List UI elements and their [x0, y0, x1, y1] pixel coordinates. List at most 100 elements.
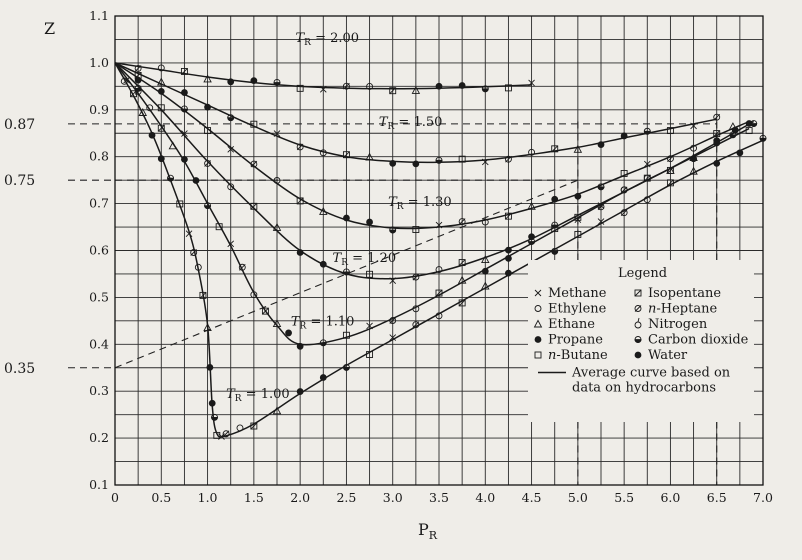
data-point: [342, 82, 350, 90]
legend-title: Legend: [618, 266, 667, 281]
data-point: [272, 319, 282, 327]
data-point: [574, 213, 582, 221]
data-point: [505, 254, 512, 262]
data-point: [389, 159, 397, 167]
data-point: [505, 269, 512, 277]
curve-label: TR = 2.00: [296, 31, 360, 48]
data-point: [273, 177, 281, 184]
x-tick-label: 0: [111, 490, 119, 505]
data-point: [208, 399, 216, 407]
data-point: [296, 84, 304, 92]
data-point: [745, 127, 753, 135]
data-point: [227, 146, 235, 153]
data-point: [481, 85, 489, 93]
data-point: [319, 260, 327, 268]
data-markers: [120, 64, 767, 440]
data-point: [250, 202, 258, 210]
data-point: [713, 130, 721, 138]
data-point: [157, 104, 165, 112]
data-point: [236, 424, 244, 432]
data-point: [204, 159, 212, 167]
y-tick-label: 0.6: [89, 243, 109, 258]
data-point: [181, 89, 188, 96]
data-point: [458, 218, 466, 225]
data-point: [222, 430, 230, 438]
plot-frame: [114, 15, 764, 486]
data-point: [157, 87, 165, 95]
data-point: [211, 413, 218, 421]
data-point: [343, 214, 350, 222]
data-point: [157, 124, 165, 132]
x-tick-label: 2.0: [290, 490, 310, 505]
x-tick-label: 1.5: [244, 490, 264, 505]
data-point: [528, 148, 536, 156]
data-point: [167, 174, 174, 182]
curve-label: TR = 1.50: [379, 115, 443, 132]
data-point: [412, 321, 420, 329]
data-point: [206, 364, 214, 371]
data-point: [227, 114, 235, 122]
x-tick-label: 3.0: [383, 490, 403, 505]
data-point: [666, 179, 674, 187]
x-axis-label-text: PR: [418, 520, 438, 542]
data-point: [319, 149, 327, 157]
data-point: [458, 259, 466, 267]
data-point: [319, 207, 328, 215]
data-point: [366, 218, 373, 226]
x-tick-label: 0.5: [151, 490, 171, 505]
data-point: [666, 155, 674, 163]
data-point: [185, 230, 193, 238]
data-point: [643, 174, 651, 182]
x-tick-label: 4.5: [522, 490, 542, 505]
data-point: [528, 238, 536, 245]
data-point: [296, 143, 304, 151]
data-point: [528, 79, 535, 87]
data-point: [481, 267, 489, 275]
data-point: [690, 155, 697, 163]
data-point: [148, 131, 156, 139]
data-point: [389, 334, 397, 341]
data-point: [365, 152, 374, 161]
y-tick-label: 0.7: [89, 196, 109, 211]
legend-marker: [634, 336, 642, 343]
legend-entry: Carbon dioxide: [648, 333, 749, 348]
data-point: [527, 201, 536, 210]
legend-entry: Isopentane: [648, 286, 721, 301]
data-point: [366, 270, 374, 278]
legend-marker: [634, 289, 642, 297]
data-point: [643, 196, 651, 204]
data-point: [551, 145, 559, 153]
legend-entry: Ethane: [548, 317, 595, 332]
data-point: [458, 299, 466, 307]
data-point: [389, 87, 397, 95]
x-tick-label: 6.5: [707, 490, 727, 505]
data-point: [157, 77, 166, 86]
y-tick-label: 1.0: [89, 55, 109, 70]
legend-marker: [634, 351, 642, 359]
data-point: [192, 177, 200, 184]
data-point: [412, 226, 420, 233]
legend-marker: [533, 319, 543, 328]
y-tick-label: 0.9: [89, 102, 109, 117]
data-point: [180, 105, 188, 113]
data-point: [190, 249, 198, 256]
legend-line-entry: Average curve based on: [571, 366, 731, 381]
data-point: [597, 203, 605, 211]
y-tick-label: 1.1: [89, 8, 109, 23]
legend-entry: Propane: [548, 333, 603, 348]
data-point: [574, 216, 582, 223]
data-point: [366, 322, 373, 330]
data-point: [250, 291, 258, 299]
reference-value: 0.87: [4, 117, 35, 133]
reference-value: 0.75: [4, 173, 35, 189]
data-point: [168, 141, 178, 150]
data-point: [412, 305, 420, 313]
data-point: [597, 141, 605, 149]
data-point: [620, 170, 628, 177]
y-tick-label: 0.1: [89, 477, 109, 492]
data-point: [620, 132, 628, 140]
data-point: [204, 127, 212, 135]
y-tick-label: 0.5: [89, 289, 109, 304]
x-tick-label: 4.0: [475, 490, 495, 505]
